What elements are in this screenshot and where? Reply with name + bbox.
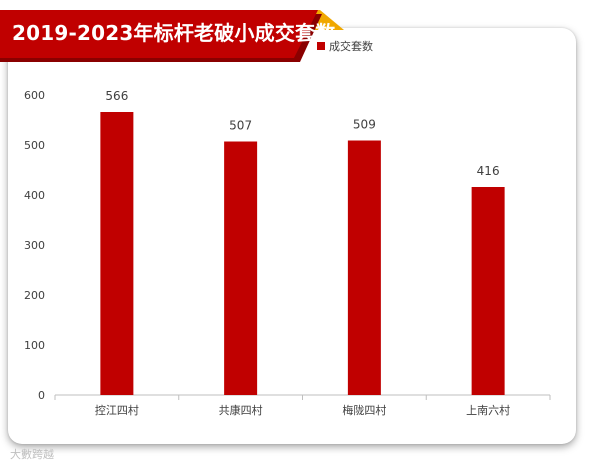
bar [224,141,258,395]
y-tick-label: 300 [24,239,45,252]
bar [100,112,134,395]
y-tick-label: 600 [24,89,45,102]
y-tick-label: 500 [24,139,45,152]
y-tick-label: 200 [24,289,45,302]
y-tick-label: 0 [38,389,45,402]
y-tick-label: 400 [24,189,45,202]
data-label: 566 [105,89,128,103]
x-tick-label: 控江四村 [95,403,139,417]
legend-label: 成交套数 [329,40,373,53]
banner-body [0,10,318,58]
legend-swatch [317,42,325,50]
x-tick-label: 梅陇四村 [342,403,386,417]
x-tick-label: 共康四村 [219,403,263,417]
y-tick-label: 100 [24,339,45,352]
title-banner [0,10,344,62]
data-label: 509 [353,118,376,132]
x-tick-label: 上南六村 [466,403,510,417]
bar [471,187,505,395]
legend: 成交套数 [317,38,373,54]
watermark: 大數跨越 [10,448,54,461]
bar [347,140,381,395]
data-label: 507 [229,119,252,133]
chart-title: 2019-2023年标杆老破小成交套数 [12,21,336,45]
data-label: 416 [477,164,500,178]
